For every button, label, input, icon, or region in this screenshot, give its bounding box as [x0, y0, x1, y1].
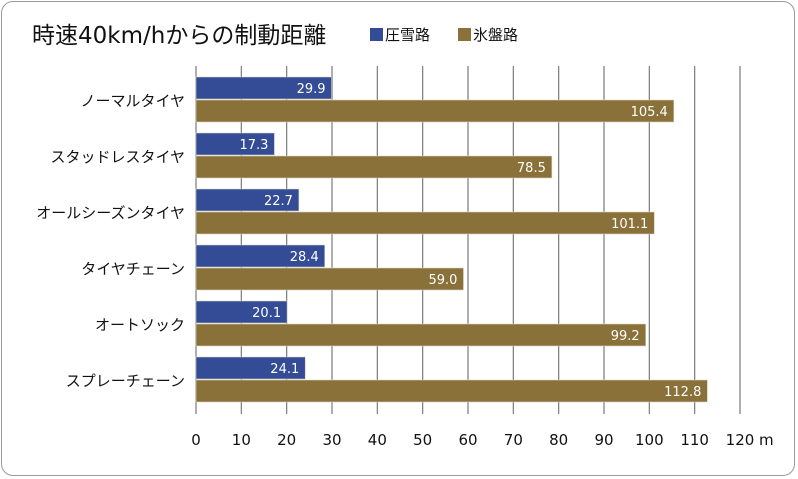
category-label: スタッドレスタイヤ — [50, 148, 185, 166]
x-tick-label: 30 — [322, 431, 341, 449]
category-label: スプレーチェーン — [66, 372, 185, 390]
bar — [195, 211, 655, 235]
data-label: 101.1 — [611, 217, 648, 232]
bar — [195, 244, 326, 268]
category-label: タイヤチェーン — [81, 260, 185, 278]
bar — [195, 356, 306, 380]
legend-item-packed-snow: 圧雪路 — [370, 24, 430, 45]
data-label: 24.1 — [270, 362, 299, 377]
data-label: 105.4 — [631, 105, 668, 120]
x-tick-label: 80 — [549, 431, 568, 449]
legend-label: 氷盤路 — [473, 26, 519, 44]
data-label: 20.1 — [252, 306, 281, 321]
chart-title: 時速40km/hからの制動距離 — [32, 23, 327, 49]
category-label: オートソック — [95, 316, 185, 334]
category-label: ノーマルタイヤ — [80, 92, 185, 110]
legend-label: 圧雪路 — [385, 26, 431, 44]
data-label: 29.9 — [297, 82, 326, 97]
x-tick-label: 20 — [277, 431, 296, 449]
data-label: 17.3 — [239, 138, 268, 153]
x-tick-label: 60 — [458, 431, 477, 449]
bar — [195, 99, 675, 123]
bar — [195, 323, 647, 347]
legend-item-ice: 氷盤路 — [458, 24, 518, 45]
data-label: 59.0 — [429, 273, 458, 288]
x-tick-label: 120 — [726, 431, 755, 449]
data-label: 22.7 — [264, 194, 293, 209]
bar — [195, 300, 288, 324]
x-tick-label: 100 — [635, 431, 664, 449]
data-label: 99.2 — [611, 329, 640, 344]
data-label: 28.4 — [290, 250, 319, 265]
x-axis-unit: m — [759, 431, 774, 449]
x-tick-label: 0 — [191, 431, 201, 449]
bar — [195, 267, 464, 291]
data-label: 112.8 — [664, 385, 701, 400]
x-tick-label: 90 — [594, 431, 613, 449]
bar — [195, 379, 708, 403]
x-tick-label: 70 — [504, 431, 523, 449]
x-tick-label: 50 — [413, 431, 432, 449]
category-label: オールシーズンタイヤ — [36, 204, 185, 222]
bar — [195, 155, 553, 179]
bar — [195, 76, 332, 100]
x-tick-label: 110 — [680, 431, 709, 449]
data-label: 78.5 — [517, 161, 546, 176]
legend-swatch — [458, 28, 471, 41]
bar — [195, 132, 275, 156]
bar — [195, 188, 300, 212]
x-tick-label: 10 — [232, 431, 251, 449]
x-tick-label: 40 — [368, 431, 387, 449]
legend-swatch — [370, 28, 383, 41]
